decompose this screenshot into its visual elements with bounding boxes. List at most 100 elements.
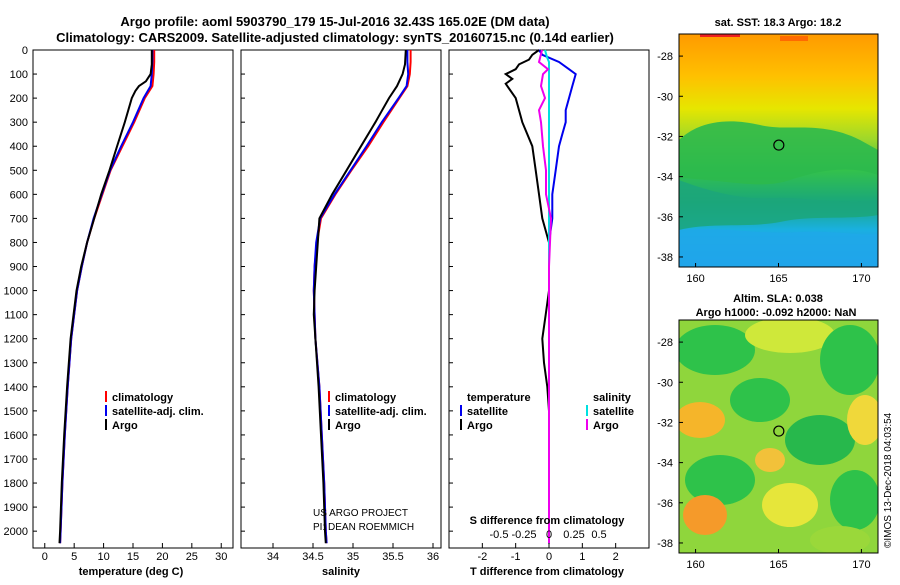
x-tick-label: 0 xyxy=(546,551,552,563)
legend-swatch-satellite xyxy=(105,405,107,416)
s-tick-label: 0.5 xyxy=(591,529,606,541)
difference-legend-temperature: temperature satellite Argo xyxy=(460,392,531,432)
depth-tick-label: 1200 xyxy=(4,334,28,346)
legend-swatch-satellite xyxy=(328,405,330,416)
difference-series xyxy=(503,49,577,544)
argo-position-marker xyxy=(773,139,785,151)
lat-tick-label: -28 xyxy=(657,337,673,349)
series-line-argo xyxy=(58,50,153,544)
legend-swatch-argo xyxy=(328,419,330,430)
imos-stamp: ©IMOS 13-Dec-2018 04:03:54 xyxy=(883,412,894,548)
s-tick-label: -0.5 xyxy=(490,529,509,541)
lat-tick-label: -36 xyxy=(657,212,673,224)
series-line-t-satellite xyxy=(538,49,577,544)
s-tick-label: 0 xyxy=(546,529,552,541)
salinity-series xyxy=(312,49,412,544)
legend-swatch-argo xyxy=(105,419,107,430)
series-line-t-argo xyxy=(503,49,550,544)
depth-tick-label: 1300 xyxy=(4,358,28,370)
legend-label-climatology: climatology xyxy=(112,392,174,404)
salinity-difference-label: S difference from climatology xyxy=(470,515,626,527)
legend-swatch-t-argo xyxy=(460,419,462,430)
sla-map-subtitle: Argo h1000: -0.092 h2000: NaN xyxy=(696,307,857,319)
x-tick-label: 30 xyxy=(215,551,227,563)
lon-tick-label: 165 xyxy=(769,559,787,571)
x-tick-label: 0 xyxy=(42,551,48,563)
s-tick-label: -0.25 xyxy=(511,529,536,541)
lat-tick-label: -38 xyxy=(657,538,673,550)
lat-tick-label: -38 xyxy=(657,252,673,264)
depth-tick-label: 1900 xyxy=(4,502,28,514)
difference-legend-salinity: salinity satellite Argo xyxy=(586,392,634,432)
series-line-climatology xyxy=(312,50,412,544)
legend-label-t-argo: Argo xyxy=(467,420,493,432)
argo-position-marker xyxy=(773,425,785,437)
depth-tick-label: 900 xyxy=(10,262,28,274)
lat-tick-label: -34 xyxy=(657,458,673,470)
temperature-legend: climatology satellite-adj. clim. Argo xyxy=(105,391,204,432)
lat-tick-label: -34 xyxy=(657,172,673,184)
depth-tick-label: 700 xyxy=(10,213,28,225)
temperature-x-ticks: 0 5 10 15 20 25 30 xyxy=(42,543,227,563)
series-line-climatology xyxy=(59,50,156,544)
depth-tick-label: 1500 xyxy=(4,406,28,418)
depth-tick-label: 300 xyxy=(10,117,28,129)
temperature-xlabel: temperature (deg C) xyxy=(79,566,184,578)
legend-label-s-argo: Argo xyxy=(593,420,619,432)
depth-axis: 0 100 200 300 400 500 600 700 800 900 1000 1100 1200… xyxy=(4,45,453,538)
difference-x-ticks: -2 -1 0 1 2 -0.5 -0.25 0 0.25 0.5 xyxy=(477,529,618,563)
lat-tick-label: -30 xyxy=(657,91,673,103)
depth-tick-label: 100 xyxy=(10,69,28,81)
lon-tick-label: 165 xyxy=(769,273,787,285)
legend-label-climatology: climatology xyxy=(335,392,397,404)
x-tick-label: 25 xyxy=(186,551,198,563)
legend-swatch-s-argo xyxy=(586,419,588,430)
depth-tick-label: 1400 xyxy=(4,382,28,394)
depth-tick-label: 1800 xyxy=(4,478,28,490)
x-tick-label: 2 xyxy=(613,551,619,563)
lat-tick-label: -28 xyxy=(657,51,673,63)
lat-tick-label: -32 xyxy=(657,417,673,429)
depth-tick-label: 200 xyxy=(10,93,28,105)
legend-swatch-climatology xyxy=(105,391,107,402)
series-line-s-argo xyxy=(537,49,553,544)
lat-tick-label: -36 xyxy=(657,498,673,510)
s-tick-label: 0.25 xyxy=(563,529,584,541)
legend-label-argo: Argo xyxy=(112,420,138,432)
lat-tick-label: -30 xyxy=(657,377,673,389)
pi-annotation: PI: DEAN ROEMMICH xyxy=(313,522,414,533)
sst-map-title: sat. SST: 18.3 Argo: 18.2 xyxy=(715,17,842,29)
depth-tick-label: 1000 xyxy=(4,286,28,298)
series-line-satellite-adj-clim- xyxy=(59,50,154,544)
salinity-panel-frame xyxy=(240,49,442,549)
legend-swatch-climatology xyxy=(328,391,330,402)
sla-map-title: Altim. SLA: 0.038 xyxy=(733,293,823,305)
salinity-x-ticks: 34 34.5 35 35.5 36 xyxy=(267,543,439,563)
depth-tick-label: 600 xyxy=(10,189,28,201)
x-tick-label: 34.5 xyxy=(302,551,323,563)
x-tick-label: 10 xyxy=(97,551,109,563)
x-tick-label: 15 xyxy=(127,551,139,563)
legend-swatch-t-satellite xyxy=(460,405,462,416)
legend-title-salinity: salinity xyxy=(593,392,632,404)
legend-title-temperature: temperature xyxy=(467,392,531,404)
salinity-legend: climatology satellite-adj. clim. Argo xyxy=(328,391,427,432)
depth-tick-label: 2000 xyxy=(4,526,28,538)
lon-tick-label: 170 xyxy=(852,559,870,571)
x-tick-label: 34 xyxy=(267,551,279,563)
legend-label-satellite: satellite-adj. clim. xyxy=(335,406,427,418)
depth-tick-label: 1600 xyxy=(4,430,28,442)
sla-map-axes: 160 165 170 -28 -30 -32 -34 -36 -38 xyxy=(657,337,871,571)
lat-tick-label: -32 xyxy=(657,131,673,143)
depth-tick-label: 400 xyxy=(10,141,28,153)
figure-title-line2: Climatology: CARS2009. Satellite-adjuste… xyxy=(56,30,614,45)
project-annotation: US ARGO PROJECT xyxy=(313,508,408,519)
legend-swatch-s-satellite xyxy=(586,405,588,416)
difference-xlabel: T difference from climatology xyxy=(470,566,625,578)
legend-label-argo: Argo xyxy=(335,420,361,432)
lon-tick-label: 160 xyxy=(686,273,704,285)
x-tick-label: 5 xyxy=(71,551,77,563)
legend-label-t-satellite: satellite xyxy=(467,406,508,418)
figure-title-line1: Argo profile: aoml 5903790_179 15-Jul-20… xyxy=(120,14,549,29)
x-tick-label: 20 xyxy=(156,551,168,563)
